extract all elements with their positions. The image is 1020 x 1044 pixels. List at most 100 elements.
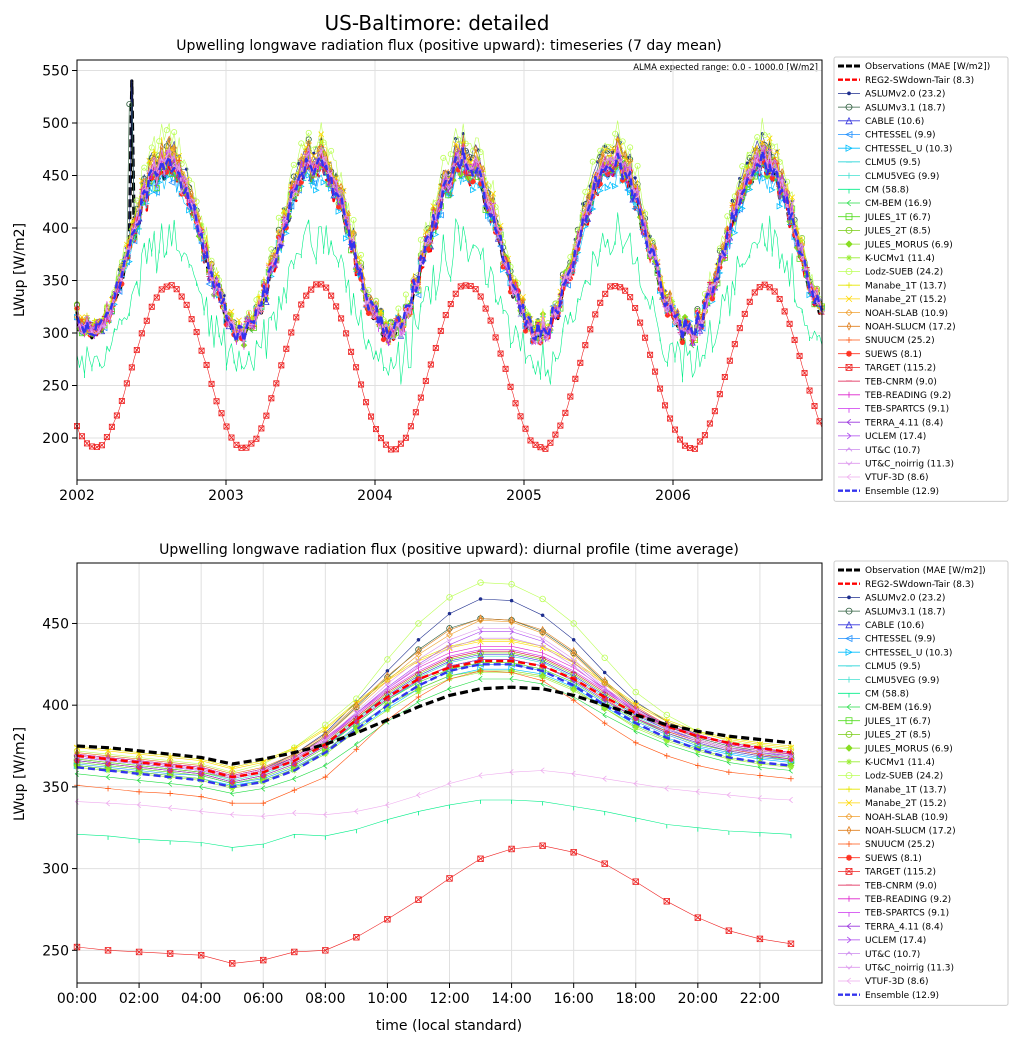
diurnal-legend-label: Ensemble (12.9) [865,991,939,1001]
diurnal-series-path [76,637,792,779]
diurnal-x-tick-label: 10:00 [367,991,407,1007]
diurnal-x-tick-label: 22:00 [740,991,780,1007]
timeseries-legend-label: JULES_MORUS (6.9) [864,240,953,250]
diurnal-x-tick-label: 06:00 [243,991,283,1007]
diurnal-series-path [76,659,792,779]
timeseries-y-tick-label: 500 [42,116,69,132]
diurnal-legend-entry: UCLEM (17.4) [838,936,926,946]
timeseries-legend-label: CHTESSEL_U (10.3) [865,144,952,154]
timeseries-legend-entry: NOAH-SLAB (10.9) [838,309,948,319]
timeseries-legend-entry: SNUUCM (25.2) [838,336,935,346]
diurnal-legend-entry: TEB-CNRM (9.0) [838,881,937,891]
diurnal-legend-label: CHTESSEL_U (10.3) [865,648,952,658]
diurnal-line-vtuf [74,767,793,820]
diurnal-legend-entry: VTUF-3D (8.6) [838,977,929,987]
diurnal-legend-label: K-UCMv1 (11.4) [865,758,935,768]
diurnal-legend-entry: JULES_MORUS (6.9) [838,744,953,754]
diurnal-legend-entry: Manabe_2T (15.2) [838,799,946,809]
timeseries-legend-label: SUEWS (8.1) [865,350,922,360]
diurnal-legend-entry: CM (58.8) [838,690,909,700]
diurnal-legend-entry: Lodz-SUEB (24.2) [838,772,943,782]
figure-title: US-Baltimore: detailed [325,11,550,35]
timeseries-legend-entry: TEB-READING (9.2) [838,391,951,401]
timeseries-legend-entry: CLMU5VEG (9.9) [838,172,939,182]
diurnal-legend-label: REG2-SWdown-Tair (8.3) [865,580,974,590]
diurnal-series-path [76,685,792,766]
diurnal-series-path [76,670,792,788]
timeseries-legend-entry: Ensemble (12.9) [838,487,939,497]
timeseries-x-tick-label: 2006 [655,488,691,504]
diurnal-y-tick-label: 250 [42,943,69,959]
diurnal-legend-entry: JULES_1T (6.7) [838,717,931,727]
diurnal-series-path [76,770,792,817]
timeseries-legend-entry: CABLE (10.6) [838,116,924,127]
timeseries-legend-entry: K-UCMv1 (11.4) [838,254,935,264]
timeseries-line-cm [76,212,823,385]
timeseries-x-tick-label: 2004 [357,488,393,504]
diurnal-line-ens [76,663,792,789]
diurnal-x-tick-label: 14:00 [491,991,531,1007]
timeseries-legend-label: Manabe_2T (15.2) [865,295,946,305]
timeseries-x-tick-label: 2002 [59,488,95,504]
timeseries-legend-entry: Manabe_2T (15.2) [838,295,946,305]
diurnal-legend-label: CHTESSEL (9.9) [865,635,936,645]
diurnal-series-path [76,582,792,773]
diurnal-legend-label: CLMU5 (9.5) [865,662,921,672]
timeseries-line-ens [75,147,824,343]
timeseries-y-tick-label: 450 [42,169,69,185]
diurnal-x-axis-label: time (local standard) [376,1018,522,1034]
timeseries-legend-label: TERRA_4.11 (8.4) [864,418,943,428]
timeseries-title: Upwelling longwave radiation flux (posit… [176,38,721,54]
diurnal-legend-label: CABLE (10.6) [865,621,924,631]
diurnal-legend-label: JULES_1T (6.7) [864,717,931,727]
timeseries-legend-label: VTUF-3D (8.6) [865,473,929,483]
timeseries-y-tick-label: 400 [42,221,69,237]
diurnal-legend-entry: CLMU5VEG (9.9) [838,676,939,686]
timeseries-legend-entry: CM-BEM (16.9) [838,199,932,209]
timeseries-legend-entry: Manabe_1T (13.7) [838,281,946,291]
timeseries-markers [76,219,818,383]
diurnal-legend-entry: ASLUMv3.1 (18.7) [838,607,945,617]
diurnal-markers [76,799,792,852]
timeseries-legend-label: REG2-SWdown-Tair (8.3) [865,76,974,86]
timeseries-legend-entry: CHTESSEL_U (10.3) [838,144,952,154]
diurnal-series-path [76,678,792,794]
diurnal-legend-label: TEB-READING (9.2) [864,895,951,905]
timeseries-legend-label: Observations (MAE [W/m2]) [865,62,990,72]
timeseries-legend-entry: UT&C_noirrig (11.3) [838,460,954,470]
diurnal-legend-label: Manabe_1T (13.7) [865,785,946,795]
diurnal-legend-label: ASLUMv3.1 (18.7) [865,607,945,617]
diurnal-legend-label: UT&C_noirrig (11.3) [865,964,954,974]
diurnal-axes: 00:00 02:00 04:00 06:00 08:00 10:00 12:00 14:00… [42,616,780,1007]
diurnal-legend-label: ASLUMv2.0 (23.2) [865,594,945,604]
timeseries-legend-box [833,56,1009,502]
diurnal-legend-entry: CHTESSEL (9.9) [838,635,936,645]
timeseries-legend-entry: JULES_2T (8.5) [838,227,931,237]
timeseries-series [73,79,826,453]
timeseries-series-path [75,147,824,343]
timeseries-legend-label: JULES_2T (8.5) [864,227,931,237]
diurnal-panel: Upwelling longwave radiation flux (posit… [12,542,1009,1034]
timeseries-legend-entry: TEB-SPARTCS (9.1) [838,405,949,415]
diurnal-legend-entry: CABLE (10.6) [838,620,924,631]
diurnal-legend-entry: SNUUCM (25.2) [838,840,935,850]
timeseries-legend-label: CM (58.8) [865,186,909,196]
diurnal-legend-entry: Manabe_1T (13.7) [838,785,946,795]
timeseries-legend-entry: TARGET (115.2) [838,364,936,374]
timeseries-legend-label: CLMU5VEG (9.9) [865,172,939,182]
timeseries-series-path [76,282,823,450]
diurnal-legend-entry: CM-BEM (16.9) [838,703,932,713]
timeseries-y-tick-label: 200 [42,431,69,447]
diurnal-legend-label: CM (58.8) [865,690,909,700]
diurnal-legend: Observation (MAE [W/m2]) REG2-SWdown-Tair… [833,560,1009,1006]
diurnal-legend-entry: TEB-READING (9.2) [838,895,951,905]
diurnal-x-tick-label: 02:00 [119,991,159,1007]
timeseries-grid [76,60,822,480]
diurnal-x-tick-label: 12:00 [429,991,469,1007]
timeseries-legend-label: JULES_1T (6.7) [864,213,931,223]
diurnal-legend-entry: ASLUMv2.0 (23.2) [838,594,945,604]
diurnal-legend-label: UCLEM (17.4) [865,936,926,946]
timeseries-legend-label: ASLUMv2.0 (23.2) [865,90,945,100]
diurnal-legend-label: UT&C (10.7) [865,950,920,960]
timeseries-x-tick-label: 2003 [208,488,244,504]
